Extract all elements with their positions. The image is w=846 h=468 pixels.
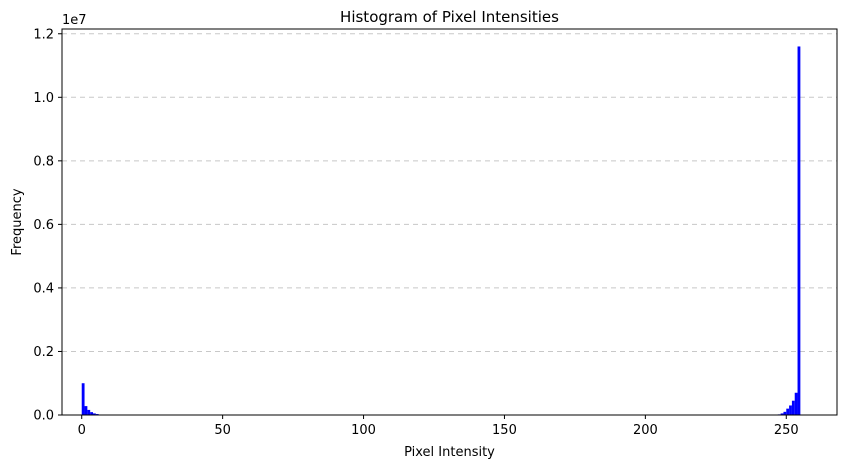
x-tick-label: 50 <box>214 423 231 438</box>
histogram-bar <box>791 400 795 415</box>
x-tick-label: 200 <box>633 423 658 438</box>
y-axis-title: Frequency <box>10 188 25 255</box>
histogram-bar <box>90 412 93 415</box>
y-axis-offset-label: 1e7 <box>62 13 87 28</box>
x-tick-label: 250 <box>774 423 799 438</box>
y-tick-label: 1.0 <box>33 91 54 106</box>
y-tick-label: 1.2 <box>33 27 54 42</box>
y-axis-ticks: 0.0 0.2 0.4 0.6 0.8 1.0 1.2 <box>33 27 62 424</box>
y-tick-label: 0.6 <box>33 218 54 233</box>
gridlines <box>62 33 837 416</box>
histogram-bar <box>81 383 85 415</box>
x-tick-label: 150 <box>492 423 517 438</box>
chart-title: Histogram of Pixel Intensities <box>340 8 559 26</box>
histogram-bar <box>84 406 88 415</box>
histogram-bar <box>797 46 801 415</box>
histogram-bars <box>81 46 801 415</box>
histogram-bar <box>794 392 798 415</box>
y-tick-label: 0.4 <box>33 281 54 296</box>
x-axis-title: Pixel Intensity <box>404 445 495 460</box>
histogram-bar <box>87 409 91 415</box>
histogram-bar <box>786 408 790 415</box>
histogram-bar <box>789 405 792 415</box>
x-tick-label: 100 <box>351 423 376 438</box>
histogram-bar <box>780 413 784 415</box>
x-tick-label: 0 <box>78 423 86 438</box>
y-tick-label: 0.2 <box>33 345 54 360</box>
x-axis-ticks: 0 50 100 150 200 250 <box>78 415 799 438</box>
y-tick-label: 0.0 <box>33 409 54 424</box>
plot-frame <box>61 28 838 416</box>
y-tick-label: 0.8 <box>33 154 54 169</box>
histogram-bar <box>783 411 787 415</box>
histogram-bar <box>93 413 96 415</box>
